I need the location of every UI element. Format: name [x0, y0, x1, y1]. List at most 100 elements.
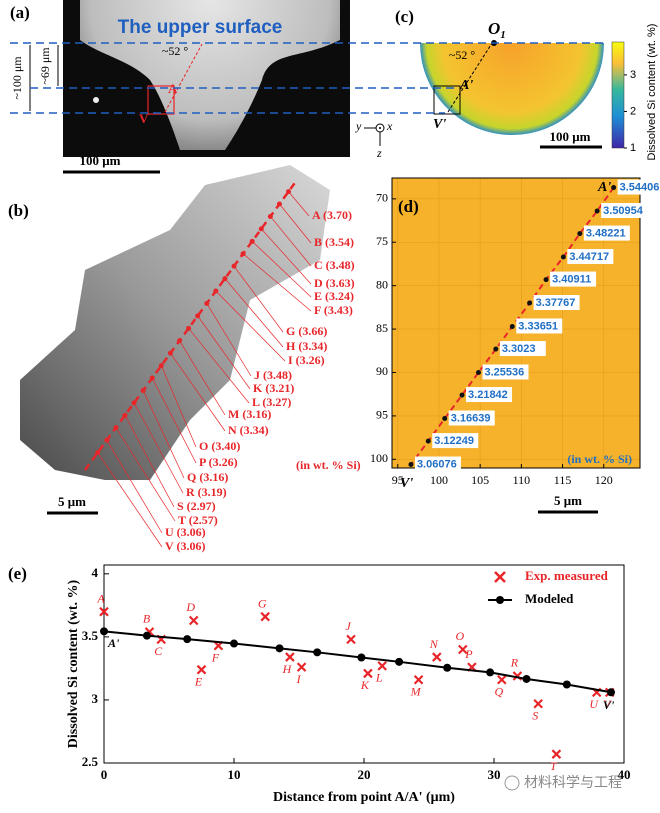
point-label: J (3.48)	[254, 368, 292, 382]
point	[577, 231, 583, 237]
point-label: N	[429, 637, 439, 651]
y-tick-label: 85	[376, 321, 388, 335]
y-tick-label: 4	[92, 565, 99, 580]
measured-point	[99, 606, 109, 617]
point	[425, 438, 431, 444]
model-point	[443, 663, 452, 672]
point-label: C	[154, 644, 163, 658]
axis-letter: z	[376, 146, 382, 160]
model-point	[486, 668, 495, 677]
leader-line	[124, 415, 175, 508]
measured-point	[551, 749, 562, 759]
value-label: 3.50954	[603, 205, 644, 217]
y-tick-label: 70	[376, 191, 388, 205]
point-label: G	[258, 596, 267, 610]
panel-e: 0 10 20 30 40 2.5 3 3.5 4 (e) Distance from point …	[8, 564, 631, 805]
value-label: 3.37767	[536, 297, 576, 309]
point	[509, 323, 515, 329]
leader-line	[279, 203, 312, 244]
value-box	[601, 202, 648, 218]
leader-line	[151, 377, 197, 464]
model-point	[142, 631, 151, 640]
origin-label: O1	[488, 19, 506, 41]
leader-line	[197, 315, 251, 390]
value-box	[516, 318, 563, 334]
panel-d: 95 100 105 110 115 120 70 75 80 85 90 95 100 3.54406 3…	[370, 177, 660, 514]
depth-label: ~100 μm	[10, 56, 24, 100]
profile-point	[231, 263, 237, 269]
value-label: 3.40911	[552, 273, 591, 285]
profile-point	[258, 226, 264, 232]
axis-icon	[379, 127, 381, 129]
guide-lines	[10, 42, 608, 114]
panel-label: (a)	[10, 3, 30, 22]
plot-frame	[391, 177, 641, 469]
leader-line	[224, 278, 284, 348]
model-point	[607, 688, 615, 697]
value-box	[432, 433, 479, 449]
colorbar-tick-label: 2	[630, 105, 636, 117]
point	[476, 369, 482, 375]
value-label: 3.16639	[451, 412, 491, 424]
y-tick-label: 95	[376, 408, 388, 422]
profile-point	[140, 387, 146, 393]
point-label: V	[603, 697, 612, 711]
value-box	[583, 225, 630, 241]
point-label: H	[282, 662, 293, 676]
x-tick-label: 110	[513, 473, 531, 487]
panel-b: (b) (in wt. % Si) 5 μm A (3.70) B (3.54) C…	[8, 165, 361, 553]
start-label: A'	[107, 636, 120, 650]
hemisphere	[420, 43, 604, 135]
point-label: R	[510, 656, 519, 670]
profile-line	[447, 39, 495, 113]
model-point	[522, 674, 531, 683]
point-label: N (3.34)	[228, 423, 269, 437]
title: The upper surface	[118, 17, 283, 38]
point	[493, 346, 499, 352]
value-label: 3.12249	[434, 435, 474, 447]
panel-label: (d)	[398, 197, 419, 216]
point-label: I	[296, 672, 302, 686]
watermark: 材料科学与工程	[504, 775, 622, 791]
panel-c: (c) O1 ~52 ° A' V' 100 μm y x z 123 Diss…	[355, 7, 658, 161]
point-label: O	[455, 629, 464, 643]
value-label: 3.06076	[417, 458, 457, 470]
point-label: K (3.21)	[253, 381, 294, 395]
profile-point	[249, 238, 255, 244]
leader-line	[97, 452, 163, 548]
value-box	[414, 456, 461, 472]
measured-point	[432, 652, 442, 662]
point-label: A'	[459, 78, 473, 93]
roi-box	[433, 85, 461, 115]
value-label: 3.3023	[502, 343, 536, 355]
scale-label: 100 μm	[550, 129, 591, 144]
profile-point	[213, 288, 219, 294]
point-label: F (3.43)	[314, 303, 353, 317]
leader-line	[106, 439, 163, 534]
y-tick-label: 80	[376, 277, 388, 291]
profile-point	[276, 201, 282, 207]
leader-line	[188, 328, 250, 404]
point-label: L	[375, 671, 383, 685]
x-tick-label: 120	[595, 473, 613, 487]
value-label: 3.21842	[468, 389, 508, 401]
panel-a: (a) The upper surface ~52 ° A V ~69 μm ~…	[10, 0, 350, 174]
profile-point	[204, 300, 210, 306]
colorbar-scale	[611, 41, 625, 149]
leader-line	[179, 340, 226, 416]
x-axis-label: Distance from point A/A' (μm)	[273, 790, 455, 805]
point-label: Q (3.16)	[187, 470, 228, 484]
point-label: G (3.66)	[286, 324, 327, 338]
y-tick-label: 3	[92, 691, 99, 706]
x-tick-label: 115	[554, 473, 572, 487]
leader-line	[288, 191, 310, 217]
point-label: B (3.54)	[314, 235, 354, 249]
point	[611, 185, 617, 191]
profile-point	[95, 450, 101, 456]
legend-label: Modeled	[525, 591, 574, 606]
leader-line	[160, 365, 197, 448]
profile-point	[113, 425, 119, 431]
leader-line	[242, 253, 312, 312]
point-label: T (2.57)	[178, 513, 218, 527]
measured-point	[260, 611, 270, 622]
